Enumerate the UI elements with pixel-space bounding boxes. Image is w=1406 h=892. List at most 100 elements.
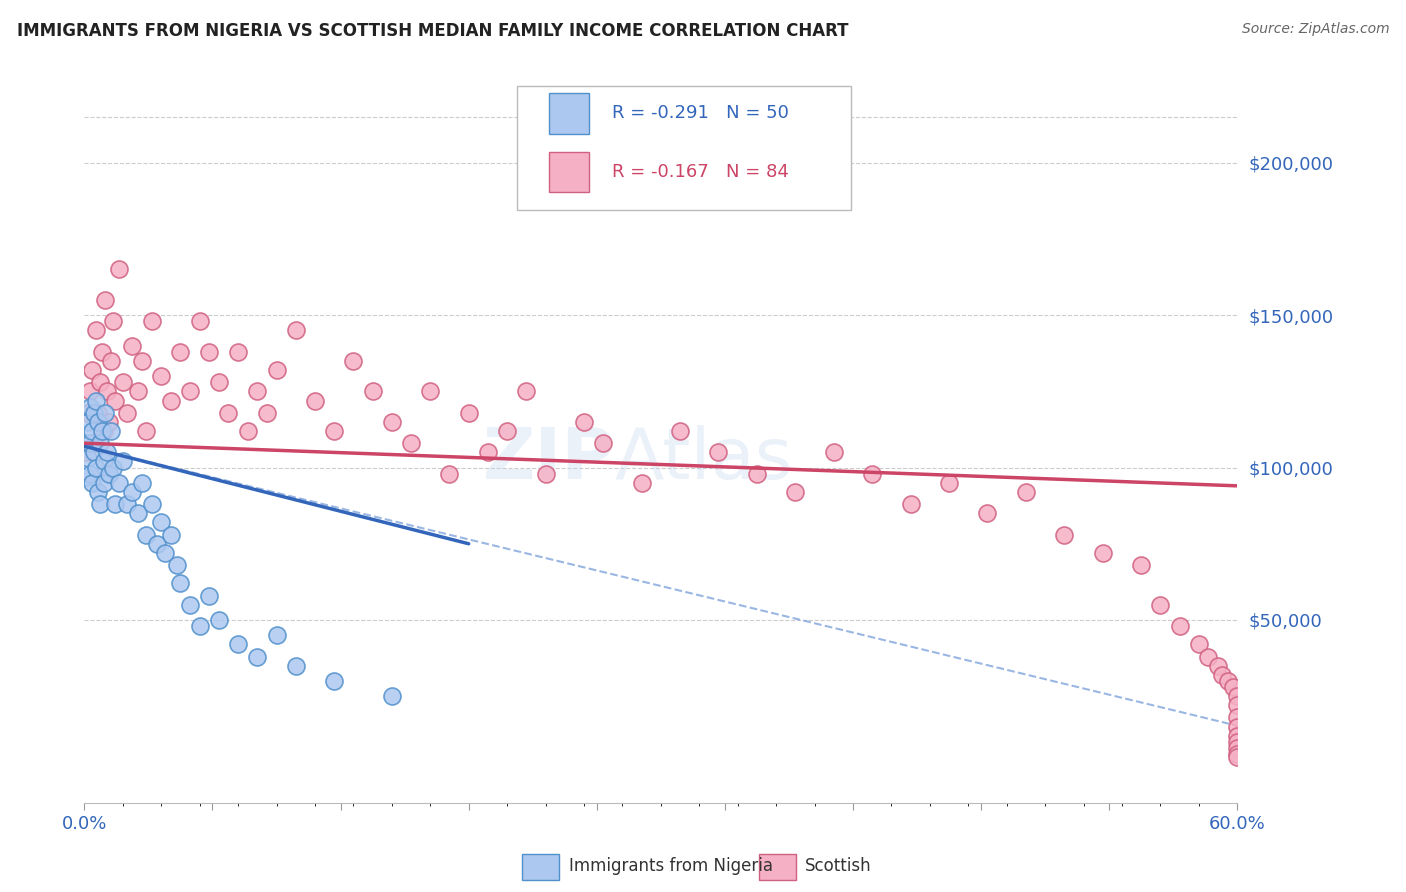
Point <box>361 384 384 399</box>
Point <box>77 451 100 466</box>
Point <box>1226 710 1249 724</box>
Point <box>83 445 105 459</box>
Point <box>1226 698 1249 713</box>
Point <box>707 445 730 459</box>
Point <box>127 384 149 399</box>
Point <box>121 338 143 352</box>
Point <box>1198 649 1220 664</box>
Point <box>80 475 103 490</box>
Point <box>381 689 404 703</box>
Point <box>938 475 960 490</box>
Text: R = -0.291   N = 50: R = -0.291 N = 50 <box>613 104 789 122</box>
Point <box>79 384 101 399</box>
Point <box>169 576 191 591</box>
Point <box>860 467 883 481</box>
Point <box>1015 485 1038 500</box>
Point <box>323 673 346 688</box>
Point <box>75 436 97 450</box>
Point <box>669 424 692 438</box>
Point <box>266 363 288 377</box>
Point <box>94 293 117 307</box>
Point <box>141 497 163 511</box>
Point <box>146 537 169 551</box>
Point <box>208 613 231 627</box>
Point <box>111 375 134 389</box>
Point <box>87 406 110 420</box>
Point <box>226 637 249 651</box>
Point <box>342 354 364 368</box>
Point <box>160 527 183 541</box>
Point <box>127 506 149 520</box>
Point <box>1206 658 1229 673</box>
Point <box>89 497 111 511</box>
Text: Immigrants from Nigeria: Immigrants from Nigeria <box>568 857 772 875</box>
Point <box>93 475 115 490</box>
Point <box>108 475 131 490</box>
Point <box>1216 673 1239 688</box>
Point <box>89 375 111 389</box>
Point <box>104 393 127 408</box>
Point <box>399 436 422 450</box>
FancyBboxPatch shape <box>548 152 589 192</box>
Point <box>1149 598 1171 612</box>
Point <box>1053 527 1076 541</box>
Point <box>592 436 614 450</box>
Point <box>188 619 211 633</box>
Point <box>188 314 211 328</box>
Point <box>208 375 231 389</box>
Point <box>304 393 326 408</box>
Point <box>534 467 557 481</box>
Point <box>80 424 103 438</box>
Point <box>198 344 221 359</box>
Point <box>75 469 97 483</box>
Point <box>93 454 115 468</box>
Point <box>98 415 121 429</box>
Point <box>477 445 499 459</box>
Point <box>198 589 221 603</box>
Point <box>246 384 269 399</box>
Point <box>515 384 537 399</box>
Point <box>246 649 269 664</box>
Point <box>1211 667 1233 681</box>
Point <box>77 406 100 420</box>
Point <box>976 506 998 520</box>
Text: Atlas: Atlas <box>614 425 793 493</box>
Point <box>90 344 112 359</box>
Point <box>226 344 249 359</box>
Point <box>496 424 519 438</box>
Point <box>103 314 124 328</box>
Point <box>284 323 307 337</box>
Point <box>381 415 404 429</box>
Point <box>96 384 118 399</box>
Point <box>266 628 288 642</box>
Point <box>131 475 153 490</box>
Point <box>83 406 105 420</box>
Text: Scottish: Scottish <box>806 857 872 875</box>
Point <box>141 314 163 328</box>
Point <box>1130 558 1153 573</box>
Point <box>439 467 461 481</box>
Point <box>284 658 307 673</box>
Point <box>323 424 346 438</box>
Point <box>1226 720 1249 734</box>
Point <box>1226 740 1249 755</box>
Point <box>115 406 138 420</box>
Point <box>150 369 173 384</box>
Point <box>103 460 124 475</box>
Point <box>179 598 201 612</box>
FancyBboxPatch shape <box>759 854 796 880</box>
Point <box>75 445 97 459</box>
Point <box>77 415 100 429</box>
Point <box>179 384 201 399</box>
Point <box>100 354 122 368</box>
Point <box>153 546 176 560</box>
Text: ZIP: ZIP <box>482 425 614 493</box>
Point <box>785 485 807 500</box>
Point <box>108 262 131 277</box>
Point <box>111 454 134 468</box>
Point <box>572 415 595 429</box>
Point <box>83 436 105 450</box>
Point <box>256 406 278 420</box>
Point <box>169 344 191 359</box>
Point <box>236 424 259 438</box>
